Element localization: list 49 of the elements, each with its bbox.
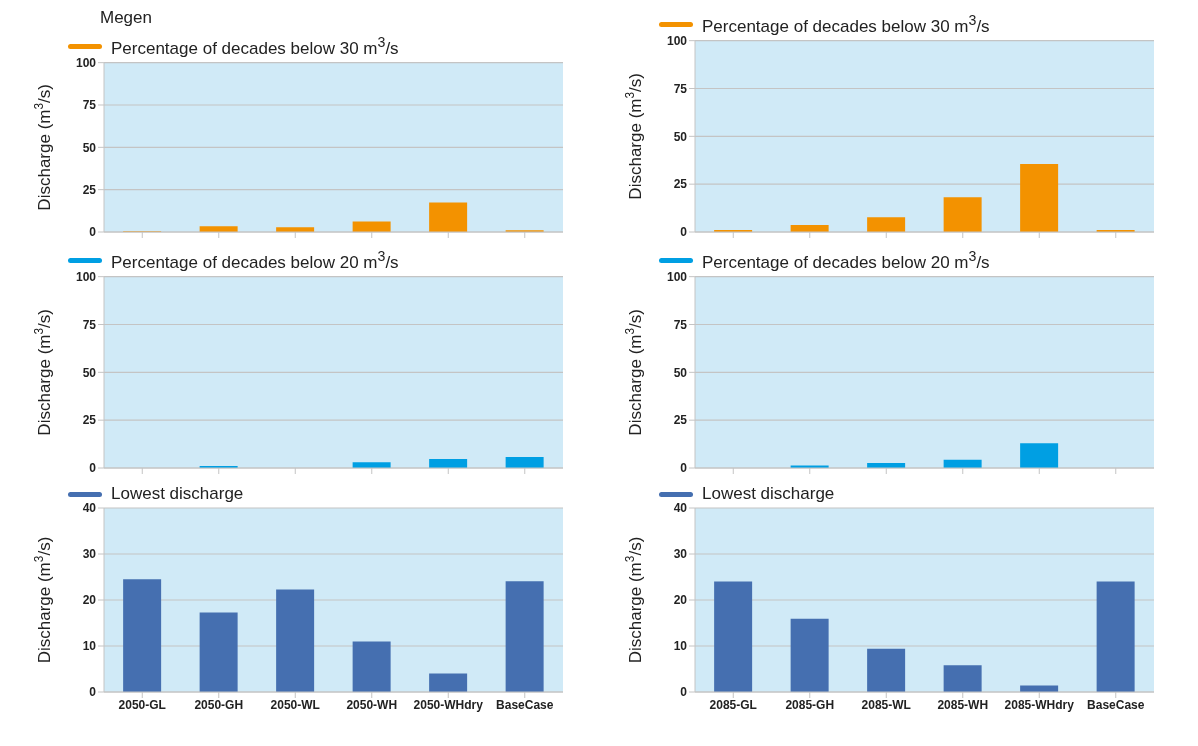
x-tick-label: 2085-WL [861, 697, 911, 712]
y-tick-label: 50 [82, 140, 97, 155]
y-tick-label: 100 [666, 269, 688, 284]
y-tick-label: 25 [673, 177, 688, 192]
y-tick-label: 40 [82, 501, 97, 516]
y-tick-label: 25 [82, 413, 97, 428]
x-tick-label: 2050-WH [346, 697, 398, 712]
y-tick-label: 25 [673, 413, 688, 428]
chart-title: Megen [99, 8, 153, 29]
x-tick-label: 2050-GH [194, 697, 244, 712]
y-tick-label: 75 [82, 317, 97, 332]
legend-label: Percentage of decades below 30 m$^{3}$/s [111, 34, 399, 59]
x-tick-label: 2085-WH [937, 697, 989, 712]
y-tick-label: 0 [89, 461, 97, 476]
x-tick-label: 2050-WL [270, 697, 320, 712]
y-tick-label: 75 [673, 81, 688, 96]
legend-label: Percentage of decades below 20 m$^{3}$/s [111, 248, 399, 273]
x-tick-label: BaseCase [1087, 697, 1145, 712]
y-tick-label: 100 [75, 269, 97, 284]
legend-label: Lowest discharge [702, 484, 835, 504]
y-tick-label: 50 [673, 365, 688, 380]
y-tick-label: 100 [666, 33, 688, 48]
y-tick-label: 0 [680, 685, 688, 700]
x-tick-label: 2085-GH [785, 697, 835, 712]
y-tick-label: 10 [82, 639, 97, 654]
y-tick-label: 0 [680, 461, 688, 476]
y-tick-label: 50 [82, 365, 97, 380]
y-tick-label: 10 [673, 639, 688, 654]
y-tick-label: 0 [89, 685, 97, 700]
x-tick-label: 2085-GL [709, 697, 757, 712]
x-tick-label: 2085-WHdry [1004, 697, 1075, 712]
legend-label: Percentage of decades below 30 m$^{3}$/s [702, 12, 990, 37]
y-tick-label: 20 [673, 593, 688, 608]
y-tick-label: 30 [673, 547, 688, 562]
legend-label: Percentage of decades below 20 m$^{3}$/s [702, 248, 990, 273]
y-tick-label: 40 [673, 501, 688, 516]
y-tick-label: 75 [82, 98, 97, 113]
y-tick-label: 25 [82, 182, 97, 197]
y-tick-label: 50 [673, 129, 688, 144]
y-tick-label: 0 [89, 225, 97, 240]
y-tick-label: 100 [75, 55, 97, 70]
y-tick-label: 0 [680, 225, 688, 240]
y-tick-label: 30 [82, 547, 97, 562]
legend-label: Lowest discharge [111, 484, 244, 504]
x-tick-label: 2050-GL [118, 697, 166, 712]
y-tick-label: 75 [673, 317, 688, 332]
y-tick-label: 20 [82, 593, 97, 608]
x-tick-label: 2050-WHdry [413, 697, 484, 712]
x-tick-label: BaseCase [496, 697, 554, 712]
